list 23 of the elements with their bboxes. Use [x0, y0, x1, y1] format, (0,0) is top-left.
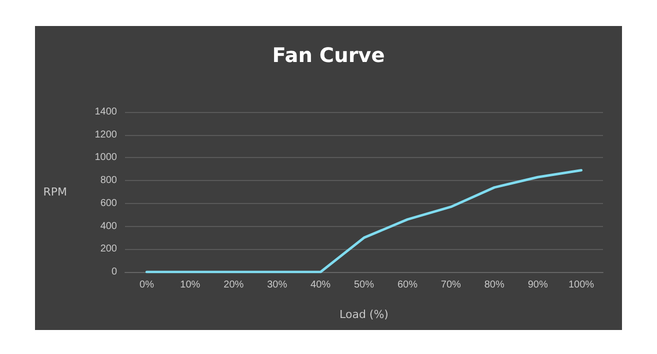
- y-tick-label: 0: [111, 266, 118, 278]
- x-tick-label: 100%: [568, 280, 594, 290]
- y-tick-label: 200: [100, 244, 118, 255]
- y-tick-label: 800: [100, 175, 118, 186]
- x-tick-label: 10%: [180, 280, 200, 290]
- y-tick-label: 1000: [94, 152, 118, 164]
- y-axis-title: RPM: [43, 186, 67, 198]
- x-axis-title: Load (%): [340, 308, 388, 321]
- x-tick-label: 20%: [224, 280, 244, 290]
- y-tick-label: 600: [100, 198, 118, 209]
- y-tick-label: 1400: [94, 106, 118, 118]
- x-tick-label: 50%: [354, 280, 374, 290]
- x-tick-label: 80%: [484, 280, 504, 290]
- y-tick-label: 400: [100, 220, 118, 232]
- x-tick-label: 40%: [310, 280, 331, 290]
- chart-title: Fan Curve: [272, 43, 385, 67]
- x-tick-label: 90%: [528, 280, 548, 290]
- line-series: [145, 169, 583, 274]
- x-tick-label: 30%: [267, 280, 288, 290]
- x-tick-label: 70%: [440, 280, 462, 290]
- x-tick-label: 60%: [397, 280, 418, 290]
- y-tick-label: 1200: [94, 129, 118, 140]
- x-tick-label: 0%: [140, 280, 154, 290]
